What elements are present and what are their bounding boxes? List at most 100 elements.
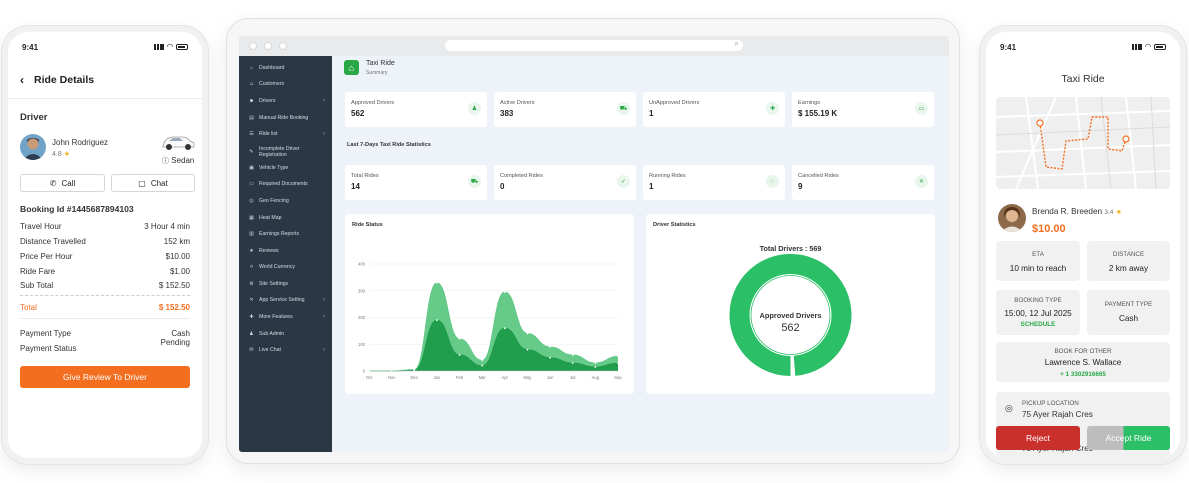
ride-details-header: ‹ Ride Details [20, 72, 190, 88]
gear-icon: ⚙ [249, 281, 254, 287]
distance-label: DISTANCE [1112, 251, 1145, 258]
data-point [594, 362, 597, 364]
window-dot [249, 42, 257, 50]
price-per-hour-value: $10.00 [165, 252, 190, 261]
distance-box: DISTANCE 2 km away [1087, 241, 1170, 281]
payment-status-value: Pending [160, 338, 190, 347]
vehicle-icon: ▣ [249, 165, 254, 171]
call-button[interactable]: ✆ Call [20, 174, 105, 192]
running-rides-card[interactable]: Running Rides 1 ◌ [643, 165, 785, 200]
add-user-icon: ✚ [766, 102, 779, 115]
car-type: Sedan [171, 156, 195, 165]
sidebar-item-label: Dashboard [259, 65, 285, 71]
sidebar-item-ride-list[interactable]: ☰ Ride list › [239, 127, 332, 141]
search-icon: ⌕ [734, 39, 739, 48]
sidebar-item-sub-admin[interactable]: ♟ Sub Admin [239, 327, 332, 341]
booking-type-box: BOOKING TYPE 15:00, 12 Jul 2025 SCHEDULE [996, 290, 1080, 335]
ride-status-chart: 0 100 200 300 400 Oct Nov Dec Jan Feb Mar Apr May Jun… [358, 262, 622, 381]
driver-avatar [20, 134, 46, 160]
status-time: 9:41 [22, 42, 39, 52]
unapproved-drivers-card[interactable]: UnApproved Drivers 1 ✚ [643, 92, 785, 127]
sidebar-item-geo-fencing[interactable]: ◎ Geo Fencing [239, 194, 332, 208]
booking-type-label: BOOKING TYPE [1014, 297, 1062, 304]
ride-status-title: Ride Status [352, 222, 383, 228]
pickup-label: PICKUP LOCATION [1022, 400, 1079, 407]
total-divider [20, 295, 190, 296]
sidebar-item-label: Site Settings [259, 281, 289, 287]
sidebar-item-manual-booking[interactable]: ▤ Manual Ride Booking [239, 111, 332, 125]
chat-button-label: Chat [150, 178, 168, 188]
card-label: Running Rides [649, 173, 686, 179]
data-point [481, 359, 484, 362]
sidebar-item-live-chat[interactable]: ✉ Live Chat › [239, 343, 332, 357]
eta-box: ETA 10 min to reach [996, 241, 1080, 281]
sidebar-item-reviews[interactable]: ★ Reviews [239, 244, 332, 258]
chat-button[interactable]: ▢ Chat [111, 174, 195, 192]
travel-hour-value: 3 Hour 4 min [144, 222, 190, 231]
dashboard-subtitle: Summary [366, 70, 388, 76]
window-dot [264, 42, 272, 50]
driver-statistics-card: Driver Statistics Total Drivers : 569 Ap… [646, 214, 935, 394]
geo-icon: ◎ [249, 198, 254, 204]
ride-details-phone: 9:41 ◠ ‹ Ride Details Driver John Rodrig… [2, 26, 208, 464]
data-point [503, 291, 506, 293]
star-icon: ★ [249, 248, 254, 254]
card-value: $ 155.19 K [798, 109, 838, 118]
sidebar-item-vehicle-type[interactable]: ▣ Vehicle Type [239, 161, 332, 175]
earnings-card[interactable]: Earnings $ 155.19 K ▭ [792, 92, 934, 127]
taxi-icon: ⛟ [468, 175, 481, 188]
pickup-value: 75 Ayer Rajah Cres [1022, 410, 1093, 419]
sidebar-item-incomplete-registration[interactable]: ✎ Incomplete Driver Registration [239, 144, 332, 160]
chat-icon: ▢ [138, 178, 146, 188]
payment-status-label: Payment Status [20, 344, 77, 353]
sidebar-item-dashboard[interactable]: ⌂ Dashboard [239, 61, 332, 75]
total-rides-card[interactable]: Total Rides 14 ⛟ [345, 165, 487, 200]
data-point [481, 364, 484, 367]
sidebar-item-earnings-reports[interactable]: ▥ Earnings Reports [239, 227, 332, 241]
sidebar-item-more-features[interactable]: ✚ More Features › [239, 310, 332, 324]
sidebar-item-required-documents[interactable]: ▭ Required Documents [239, 177, 332, 191]
y-tick-label: 400 [358, 262, 366, 267]
card-label: UnApproved Drivers [649, 100, 700, 106]
cancelled-rides-card[interactable]: Cancelled Rides 9 ✕ [792, 165, 934, 200]
active-drivers-card[interactable]: Active Drivers 383 ⛟ [494, 92, 636, 127]
close-icon: ✕ [915, 175, 928, 188]
donut-value: 562 [781, 322, 800, 334]
completed-rides-card[interactable]: Completed Rides 0 ✓ [494, 165, 636, 200]
accept-ride-button[interactable]: Accept Ride [1087, 426, 1170, 450]
reject-button[interactable]: Reject [996, 426, 1080, 450]
status-bar: 9:41 ◠ [22, 41, 188, 53]
ride-price: $10.00 [1032, 223, 1066, 235]
give-review-button[interactable]: Give Review To Driver [20, 366, 190, 388]
data-point [617, 362, 619, 364]
back-arrow-icon[interactable]: ‹ [20, 73, 24, 87]
sidebar-item-world-currency[interactable]: ¤ World Currency [239, 260, 332, 274]
sidebar-item-label: Ride list [259, 131, 278, 137]
sidebar-item-site-settings[interactable]: ⚙ Site Settings [239, 277, 332, 291]
x-tick-label: Jun [547, 375, 554, 380]
card-value: 1 [649, 109, 654, 118]
driver-stats-title: Driver Statistics [653, 222, 696, 228]
y-tick-label: 300 [358, 288, 366, 293]
chevron-right-icon: › [323, 98, 325, 104]
sidebar-item-app-service-setting[interactable]: ✕ App Service Setting › [239, 293, 332, 307]
card-label: Active Drivers [500, 100, 535, 106]
donut-inner-ring [750, 275, 831, 355]
card-value: 383 [500, 109, 514, 118]
sidebar-item-heat-map[interactable]: ▦ Heat Map [239, 211, 332, 225]
sidebar-item-drivers[interactable]: ☻ Drivers › [239, 94, 332, 108]
sidebar-item-customers[interactable]: ☺ Customers [239, 77, 332, 91]
book-for-other-box: BOOK FOR OTHER Lawrence S. Wallace + 1 3… [996, 342, 1170, 382]
data-point [549, 346, 551, 348]
chevron-right-icon: › [323, 297, 325, 303]
x-tick-label: Jan [434, 375, 441, 380]
wifi-icon: ◠ [166, 42, 173, 51]
home-icon: ⌂ [249, 65, 254, 71]
rider-name: Brenda R. Breeden [1032, 207, 1103, 216]
booking-type-value: 15:00, 12 Jul 2025 [1004, 309, 1072, 318]
travel-hour-label: Travel Hour [20, 222, 62, 231]
chevron-right-icon: › [323, 347, 325, 353]
approved-drivers-card[interactable]: Approved Drivers 562 ♟ [345, 92, 487, 127]
rider-rating: 3.4 [1104, 209, 1114, 216]
address-bar[interactable]: ⌕ [445, 39, 743, 51]
